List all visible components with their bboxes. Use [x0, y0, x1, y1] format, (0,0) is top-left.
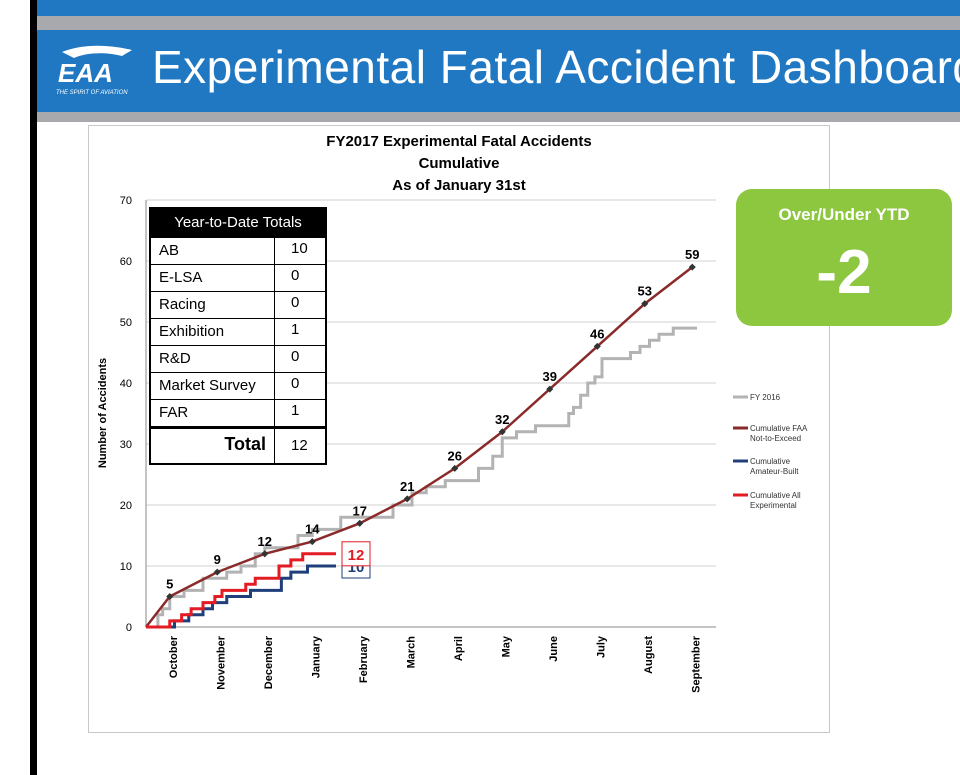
y-tick-label: 70: [120, 195, 132, 207]
data-label: 5: [166, 577, 173, 592]
ytd-row-value: 0: [291, 375, 300, 392]
x-tick-label: June: [548, 636, 560, 662]
series-line-fy-2016: [146, 326, 697, 629]
data-label: 9: [214, 552, 221, 567]
x-tick-label: August: [643, 636, 655, 674]
x-tick-label: November: [215, 635, 227, 690]
over-under-title: Over/Under YTD: [778, 205, 910, 224]
legend-label: Cumulative All Experimental: [750, 491, 801, 510]
ytd-row-value: 0: [291, 267, 300, 284]
data-point-marker: [498, 428, 506, 436]
y-tick-label: 60: [120, 256, 132, 268]
data-point-marker: [308, 538, 316, 546]
header-stripe-gray-bottom: [37, 112, 960, 122]
x-tick-label: September: [690, 635, 702, 693]
ytd-row-label: Racing: [151, 292, 275, 318]
ytd-row-label: R&D: [151, 346, 275, 372]
chart-title-line-2: Cumulative: [418, 155, 500, 172]
over-under-ytd-card: Over/Under YTD -2: [736, 189, 952, 326]
x-tick-label: December: [263, 635, 275, 689]
x-tick-label: April: [453, 636, 465, 661]
x-tick-label: March: [405, 636, 417, 669]
data-point-marker: [546, 385, 554, 393]
ytd-total-label: Total: [151, 429, 275, 463]
ytd-row-elsa: E-LSA 0: [151, 264, 325, 291]
over-under-value: -2: [816, 238, 872, 307]
end-value-box: [341, 541, 371, 567]
ytd-row-racing: Racing 0: [151, 291, 325, 318]
legend-label: Cumulative FAA Not-to-Exceed: [750, 424, 808, 443]
ytd-totals-table: Year-to-Date Totals AB 10 E-LSA 0 Racing…: [149, 207, 327, 465]
ytd-row-value: 0: [291, 294, 300, 311]
ytd-row-ab: AB 10: [151, 237, 325, 264]
logo-tagline: THE SPIRIT OF AVIATION: [56, 90, 128, 96]
x-tick-label: July: [595, 635, 607, 658]
ytd-row-value: 0: [291, 348, 300, 365]
data-point-marker: [261, 550, 269, 558]
data-label: 39: [543, 369, 557, 384]
data-label: 32: [495, 412, 509, 427]
data-point-marker: [403, 495, 411, 503]
left-border-bar: [30, 0, 37, 775]
ytd-row-label: Exhibition: [151, 319, 275, 345]
data-point-marker: [451, 464, 459, 472]
ytd-row-market-survey: Market Survey 0: [151, 372, 325, 399]
legend-label: FY 2016: [750, 393, 781, 402]
data-point-marker: [356, 519, 364, 527]
data-point-marker: [166, 592, 174, 601]
ytd-row-exhibition: Exhibition 1: [151, 318, 325, 345]
legend-label: Cumulative Amateur-Built: [750, 457, 799, 476]
x-tick-label: January: [310, 635, 322, 678]
data-point-marker: [641, 300, 649, 308]
header-banner: [37, 30, 960, 112]
data-label: 12: [258, 534, 272, 549]
header-stripe-gray: [37, 16, 960, 30]
x-tick-label: February: [358, 635, 370, 683]
y-tick-label: 20: [120, 500, 132, 512]
logo-text: EAA: [58, 58, 113, 88]
y-axis-label: Number of Accidents: [97, 358, 109, 468]
ytd-row-value: 1: [291, 321, 300, 338]
data-label: 46: [590, 326, 604, 341]
y-tick-label: 10: [120, 561, 132, 573]
ytd-row-label: E-LSA: [151, 265, 275, 291]
header-stripe-top: [37, 0, 960, 16]
ytd-row-far: FAR 1: [151, 399, 325, 426]
series-line-cumulative-amateur-built: [146, 564, 336, 629]
chart-title-line-3: As of January 31st: [392, 177, 526, 194]
ytd-row-value: 10: [291, 240, 308, 257]
ytd-row-rd: R&D 0: [151, 345, 325, 372]
ytd-total-value: 12: [291, 437, 308, 454]
y-tick-label: 40: [120, 378, 132, 390]
chart-title-line-1: FY2017 Experimental Fatal Accidents: [326, 133, 592, 150]
y-tick-label: 50: [120, 317, 132, 329]
ytd-row-label: Market Survey: [151, 373, 275, 399]
y-tick-label: 30: [120, 439, 132, 451]
ytd-row-label: AB: [151, 238, 275, 264]
data-label: 17: [353, 503, 367, 518]
data-label: 53: [638, 284, 652, 299]
data-point-marker: [688, 263, 696, 271]
ytd-table-header: Year-to-Date Totals: [151, 209, 325, 237]
data-label: 26: [448, 448, 462, 463]
ytd-row-label: FAR: [151, 400, 275, 426]
data-label: 21: [400, 479, 414, 494]
data-label: 59: [685, 247, 699, 262]
end-value-label: 12: [348, 547, 365, 564]
y-tick-label: 0: [126, 622, 132, 634]
ytd-total-row: Total 12: [151, 426, 325, 463]
x-tick-label: October: [168, 635, 180, 678]
logo-wing-icon: [62, 45, 132, 58]
dashboard-title: Experimental Fatal Accident Dashboard: [152, 41, 960, 93]
data-point-marker: [593, 342, 601, 350]
eaa-logo: EAA THE SPIRIT OF AVIATION: [56, 45, 132, 96]
data-point-marker: [213, 568, 221, 576]
ytd-row-value: 1: [291, 402, 300, 419]
data-label: 14: [305, 522, 320, 537]
x-tick-label: May: [500, 635, 512, 657]
series-line-cumulative-all-experimental: [146, 552, 336, 629]
